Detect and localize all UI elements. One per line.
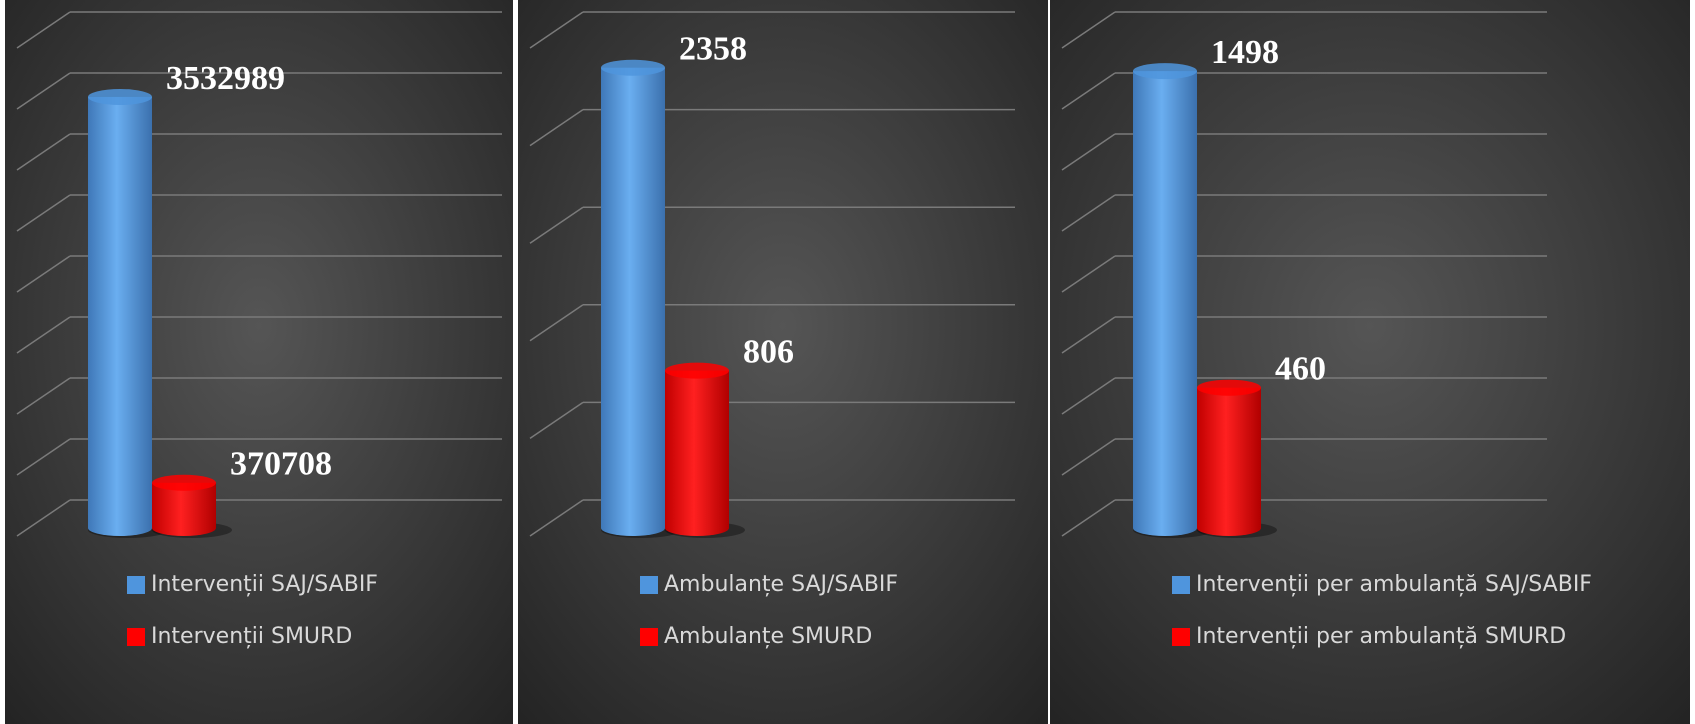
data-label: 460 <box>1275 350 1326 387</box>
data-label: 806 <box>743 333 794 370</box>
grid-line-depth <box>1061 11 1116 49</box>
grid-line-depth <box>1061 499 1116 537</box>
grid-line-depth <box>1061 438 1116 476</box>
data-label: 1498 <box>1211 34 1279 71</box>
grid-line-depth <box>1061 72 1116 110</box>
legend-swatch <box>640 576 658 594</box>
grid-line-depth <box>1061 255 1116 293</box>
legend-swatch <box>127 576 145 594</box>
legend-swatch <box>127 628 145 646</box>
grid-line-depth <box>16 499 71 537</box>
data-label: 2358 <box>679 31 747 68</box>
grid-line-depth <box>16 438 71 476</box>
grid-line-depth <box>16 133 71 171</box>
grid-line-depth <box>529 304 584 342</box>
grid-line-depth <box>16 316 71 354</box>
grid-line-depth <box>1061 316 1116 354</box>
legend-label: Ambulanțe SMURD <box>664 624 872 649</box>
cylinder <box>665 370 729 528</box>
legend-swatch <box>640 628 658 646</box>
legend-label: Intervenții SMURD <box>151 624 352 649</box>
legend-swatch <box>1172 576 1190 594</box>
grid-line-depth <box>529 108 584 147</box>
legend-label: Ambulanțe SAJ/SABIF <box>664 572 898 597</box>
cylinder-top <box>152 474 216 491</box>
cylinder <box>1197 387 1261 528</box>
data-label: 370708 <box>230 446 332 483</box>
cylinder-top <box>665 362 729 379</box>
cylinder-top <box>601 59 665 76</box>
grid-line-depth <box>16 11 71 49</box>
legend-swatch <box>1172 628 1190 646</box>
grid-line-depth <box>16 255 71 293</box>
legend-label: Intervenții SAJ/SABIF <box>151 572 378 597</box>
legend-label: Intervenții per ambulanță SMURD <box>1196 624 1566 649</box>
grid-line-depth <box>529 401 584 440</box>
cylinder-top <box>88 88 152 105</box>
grid-line-depth <box>16 377 71 415</box>
panel-bg <box>5 0 513 724</box>
cylinder <box>88 96 152 528</box>
grid-line-depth <box>529 499 584 537</box>
grid-line-depth <box>529 206 584 244</box>
grid-line-depth <box>1061 194 1116 232</box>
cylinder <box>601 67 665 529</box>
grid-line-depth <box>529 11 584 49</box>
grid-line-depth <box>1061 377 1116 415</box>
grid-line-depth <box>1061 133 1116 171</box>
cylinder <box>1133 71 1197 529</box>
grid-line-depth <box>16 72 71 110</box>
cylinder-top <box>1197 379 1261 396</box>
grid-line-depth <box>16 194 71 232</box>
data-label: 3532989 <box>166 60 285 97</box>
legend-label: Intervenții per ambulanță SAJ/SABIF <box>1196 572 1592 597</box>
cylinder-top <box>1133 63 1197 80</box>
